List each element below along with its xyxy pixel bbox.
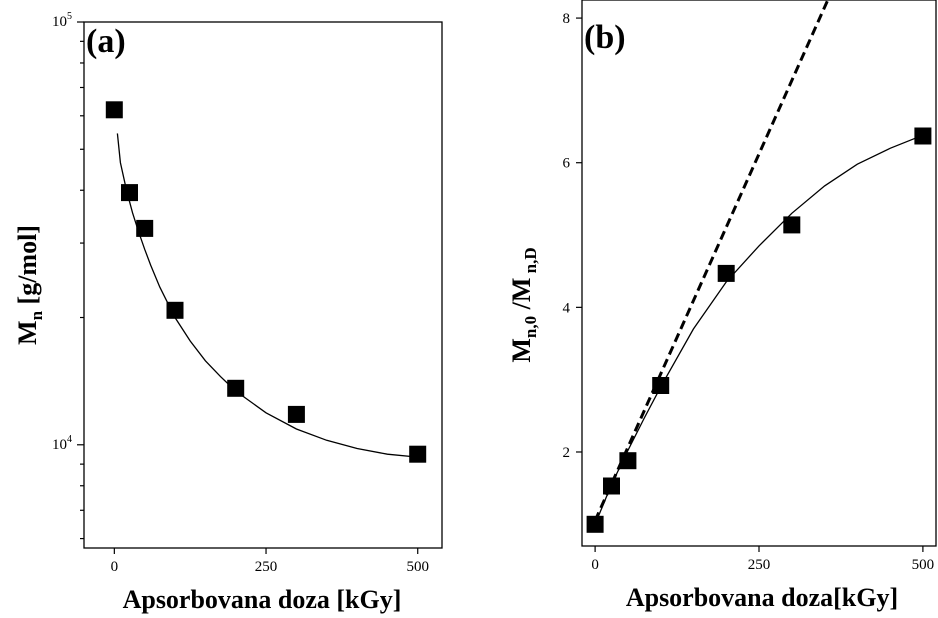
panel-a-y-axis-title: Mn [g/mol] — [13, 225, 46, 345]
panel-a-data-point — [136, 219, 154, 237]
panel-a-label: (a) — [86, 23, 126, 60]
panel-a: (a) Apsorbovana doza [kGy] Mn [g/mol] 0 2… — [13, 11, 443, 614]
panel-b-linear-dashed-line — [593, 0, 830, 522]
panel-b-y-axis-title: Mn,0 /M n,D — [507, 247, 540, 362]
panel-b-y-tick-label: 8 — [563, 11, 571, 27]
panel-a-data-point — [105, 101, 123, 119]
panel-b-data-point — [783, 216, 801, 234]
panel-b-data-point — [652, 377, 670, 394]
panel-b-y-tick-label: 4 — [563, 300, 571, 316]
panel-b-y-title-main1: M — [507, 338, 536, 363]
panel-b-points — [586, 127, 932, 533]
panel-a-ticks: 0 250 500 105 104 — [52, 11, 429, 575]
panel-b-fit-curve — [594, 134, 924, 525]
panel-b-y-tick-label: 6 — [563, 156, 571, 172]
panel-b-data-point — [914, 127, 932, 145]
panel-b-data-point — [717, 264, 735, 282]
panel-b-x-axis-title: Apsorbovana doza[kGy] — [626, 583, 898, 612]
panel-b-data-point — [586, 515, 604, 533]
panel-a-data-point — [166, 301, 184, 319]
panel-a-points — [105, 101, 427, 463]
panel-a-y-title-main: M — [13, 320, 42, 345]
panel-b-fit-group — [593, 0, 924, 525]
panel-a-fit-curve — [116, 133, 418, 458]
panel-b-x-tick-label: 250 — [748, 557, 771, 573]
panel-b-y-title-sep: / — [507, 301, 536, 316]
panel-a-x-tick-label: 0 — [111, 559, 119, 575]
panel-a-data-point — [409, 445, 427, 463]
panel-b-x-tick-label: 500 — [912, 557, 935, 573]
panel-b-y-tick-label: 2 — [563, 445, 571, 461]
panel-a-x-tick-label: 250 — [255, 559, 278, 575]
panel-b-label: (b) — [584, 19, 626, 56]
panel-a-y-title-sub: n — [27, 310, 46, 320]
panel-a-fit-group — [116, 133, 418, 458]
panel-b-ticks: 0 250 500 2 4 6 8 — [563, 11, 935, 573]
panel-a-y-tick-label: 105 — [52, 11, 72, 30]
panel-b-y-title-main2: M — [507, 278, 536, 303]
panel-b-x-tick-label: 0 — [591, 557, 599, 573]
panel-a-plot-frame — [83, 21, 443, 549]
panel-a-x-tick-label: 500 — [406, 559, 429, 575]
panel-a-data-point — [287, 405, 305, 423]
panel-a-y-tick-label: 104 — [52, 434, 72, 453]
panel-a-x-axis-title: Apsorbovana doza [kGy] — [123, 585, 402, 614]
panel-b-data-point — [603, 477, 620, 495]
panel-a-data-point — [121, 184, 138, 202]
panel-b-y-title-sub1: n,0 — [521, 316, 540, 338]
panel-b-y-title-sub2: n,D — [521, 247, 540, 277]
panel-a-data-point — [227, 379, 245, 397]
panel-a-y-title-rest: [g/mol] — [13, 225, 42, 311]
panel-b-data-point — [619, 452, 637, 470]
